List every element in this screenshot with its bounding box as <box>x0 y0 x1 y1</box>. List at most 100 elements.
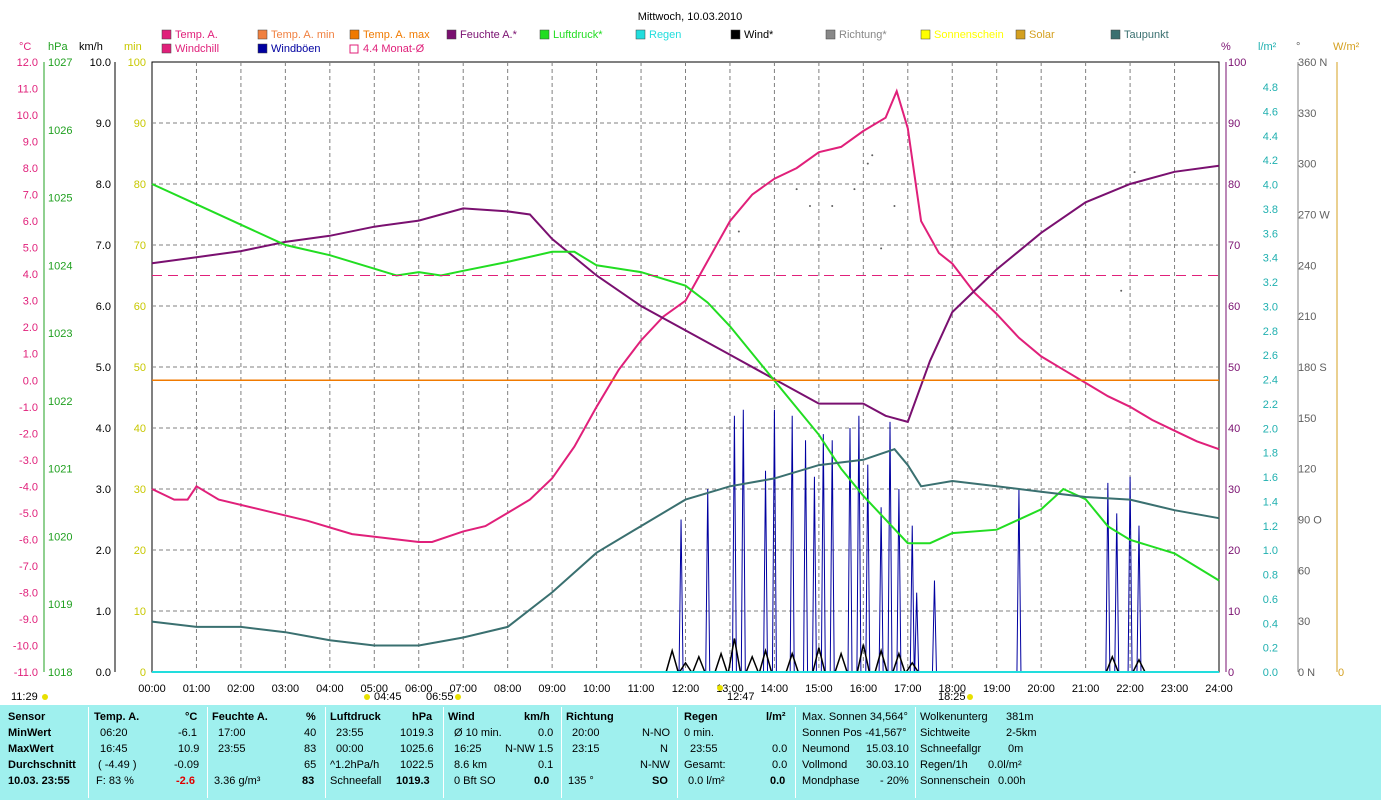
tick-time: 21:00 <box>1072 683 1100 695</box>
tick-temp: 10.0 <box>17 110 38 122</box>
moon-icon <box>364 694 370 700</box>
tick-solar: 0 <box>1338 667 1344 679</box>
new-moon-date: 15.03.10 <box>866 743 909 755</box>
series-feuchte-a <box>151 164 1220 424</box>
tick-time: 24:00 <box>1205 683 1233 695</box>
tick-time: 17:00 <box>894 683 922 695</box>
tick-dir: 210 <box>1298 311 1316 323</box>
rain-duration: 0 min. <box>684 727 714 739</box>
tick-time: 16:00 <box>850 683 878 695</box>
tick-press: 1020 <box>48 531 72 543</box>
tick-rain: 0.2 <box>1263 643 1278 655</box>
tick-time: 18:00 <box>938 683 966 695</box>
tick-temp: 4.0 <box>23 269 38 281</box>
press-trend: ^1.2hPa/h <box>330 759 380 771</box>
tick-time: 02:00 <box>227 683 255 695</box>
tick-time: 12:00 <box>672 683 700 695</box>
tick-temp: -3.0 <box>19 455 38 467</box>
hum-current-note: 3.36 g/m³ <box>214 775 261 787</box>
sensor-title: Sensor <box>8 711 46 723</box>
windboeen-bar <box>1136 525 1142 673</box>
tick-wind: 5.0 <box>96 362 111 374</box>
windboeen-bar <box>1127 476 1133 673</box>
rain-unit: l/m² <box>766 711 786 723</box>
hum-unit: % <box>306 711 316 723</box>
legend-label: Temp. A. min <box>271 29 335 41</box>
tick-dir: 240 <box>1298 260 1316 272</box>
tick-wind: 1.0 <box>96 606 111 618</box>
series-taupunkt <box>151 448 1220 647</box>
legend-swatch <box>161 29 172 40</box>
legend-label: Temp. A. max <box>363 29 430 41</box>
tick-min: 80 <box>134 179 146 191</box>
marker-noon: 12:47 <box>727 691 755 703</box>
tick-hum: 90 <box>1228 118 1240 130</box>
tick-temp: 5.0 <box>23 243 38 255</box>
axis-unit-solar: W/m² <box>1333 41 1360 53</box>
marker-sunset: 18:25 <box>938 691 966 703</box>
tick-rain: 4.8 <box>1263 82 1278 94</box>
direction-point <box>737 230 740 233</box>
wind-peak <box>727 638 742 673</box>
legend-label: 4.4 Monat-Ø <box>363 43 425 55</box>
axis-unit-rain: l/m² <box>1258 41 1277 53</box>
tick-temp: 7.0 <box>23 190 38 202</box>
tick-time: 06:00 <box>405 683 433 695</box>
tick-dir: 360 N <box>1298 57 1327 69</box>
legend-label: Taupunkt <box>1124 29 1169 41</box>
snowline-label: Schneefallgr <box>920 743 982 755</box>
stats-panel: Sensor MinWert MaxWert Durchschnitt 10.0… <box>0 705 1381 800</box>
tick-dir: 30 <box>1298 616 1310 628</box>
axis-unit-press: hPa <box>48 41 68 53</box>
press-title: Luftdruck <box>330 711 381 723</box>
tick-rain: 2.8 <box>1263 326 1278 338</box>
direction-point <box>795 188 798 191</box>
moon-icon <box>42 694 48 700</box>
tick-dir: 60 <box>1298 565 1310 577</box>
windboeen-bar <box>678 519 684 673</box>
tick-press: 1022 <box>48 396 72 408</box>
tick-time: 23:00 <box>1161 683 1189 695</box>
windboeen-bar <box>1114 513 1120 673</box>
windboeen-bar <box>878 507 884 673</box>
snowline-value: 0m <box>1008 743 1024 755</box>
tick-hum: 60 <box>1228 301 1240 313</box>
tick-wind: 9.0 <box>96 118 111 130</box>
tick-temp: -1.0 <box>19 402 38 414</box>
tick-rain: 4.6 <box>1263 106 1278 118</box>
rain-max-time: 23:55 <box>690 743 718 755</box>
windboeen-bar <box>811 476 817 673</box>
tick-hum: 100 <box>1228 57 1246 69</box>
rain-1h-label: Regen/1h <box>920 759 968 771</box>
rain-total-value: 0.0 <box>772 759 788 771</box>
direction-point <box>866 162 869 165</box>
tick-time: 01:00 <box>183 683 211 695</box>
legend-swatch <box>257 43 268 54</box>
legend-swatch <box>349 44 359 54</box>
weather-chart: Mittwoch, 10.03.2010 Temp. A. Temp. A. min… <box>11 11 1360 703</box>
wind-peak <box>758 647 773 673</box>
direction-point <box>880 247 883 250</box>
rain-current-value: 0.0 <box>770 775 786 787</box>
wind-peak <box>905 661 919 673</box>
tick-hum: 20 <box>1228 545 1240 557</box>
tick-wind: 3.0 <box>96 484 111 496</box>
temp-unit: °C <box>185 711 198 723</box>
sun-max: Max. Sonnen 34,564° <box>802 711 908 723</box>
wind-peak <box>874 647 888 673</box>
tick-dir: 150 <box>1298 413 1316 425</box>
tick-time: 20:00 <box>1027 683 1055 695</box>
tick-min: 30 <box>134 484 146 496</box>
tick-time: 00:00 <box>138 683 166 695</box>
tick-hum: 40 <box>1228 423 1240 435</box>
dir-avg-value: N-NW <box>640 759 670 771</box>
wind-peak <box>745 654 759 673</box>
windboeen-bar <box>740 409 746 673</box>
series-luftdruck <box>151 183 1220 582</box>
legend-label: Sonnenschein <box>934 29 1004 41</box>
legend-label: Windböen <box>271 43 321 55</box>
tick-rain: 3.0 <box>1263 301 1278 313</box>
rain-max-value: 0.0 <box>772 743 788 755</box>
wind-peak <box>834 651 848 673</box>
direction-point <box>853 188 856 191</box>
